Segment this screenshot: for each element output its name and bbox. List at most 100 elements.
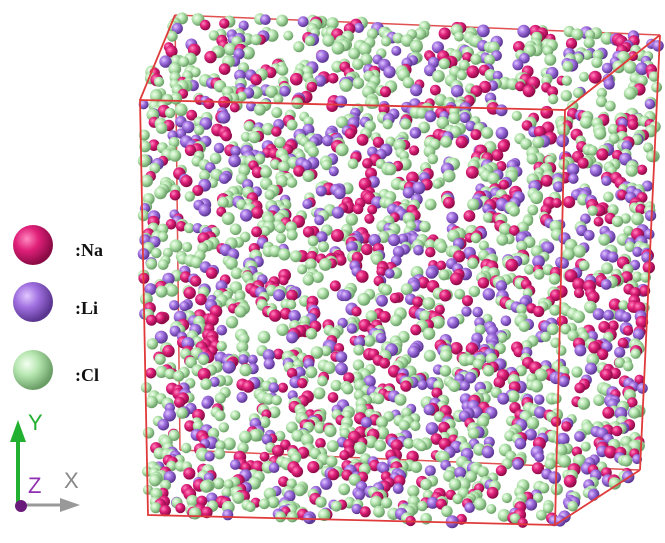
atom-cl	[327, 440, 339, 452]
atom-na	[564, 475, 577, 488]
atom-cl	[363, 335, 375, 347]
atom-cl	[440, 136, 452, 148]
atom-li	[302, 199, 312, 209]
atom-cl	[410, 40, 423, 53]
atom-cl	[276, 233, 286, 243]
atom-cl	[630, 349, 640, 359]
atom-cl	[342, 383, 353, 394]
atom-cl	[346, 213, 358, 225]
atom-li	[417, 380, 427, 390]
atom-na	[356, 270, 369, 283]
atom-cl	[618, 300, 628, 310]
atom-cl	[424, 350, 436, 362]
legend-swatch-na	[13, 225, 53, 265]
atom-na	[195, 294, 207, 306]
atom-cl	[449, 478, 461, 490]
atom-li	[446, 212, 458, 224]
atom-cl	[443, 170, 456, 183]
atom-cl	[235, 305, 247, 317]
atom-cl	[551, 394, 561, 404]
atom-cl	[432, 70, 445, 83]
atoms	[138, 12, 664, 528]
atom-li	[517, 25, 530, 38]
atom-li	[601, 279, 612, 290]
atom-na	[330, 280, 341, 291]
atom-cl	[612, 216, 623, 227]
atom-cl	[439, 58, 450, 69]
atom-li	[497, 393, 509, 405]
atom-li	[269, 382, 280, 393]
atom-na	[563, 196, 575, 208]
atom-cl	[385, 164, 397, 176]
atom-cl	[441, 506, 453, 518]
atom-cl	[536, 510, 547, 521]
legend-swatch-cl	[13, 350, 53, 390]
atom-cl	[276, 15, 288, 27]
atom-cl	[593, 394, 605, 406]
atom-cl	[165, 108, 175, 118]
z-axis-dot	[15, 500, 27, 512]
atom-cl	[185, 191, 195, 201]
atom-li	[607, 252, 618, 263]
atom-cl	[572, 311, 585, 324]
atom-cl	[605, 101, 616, 112]
atom-na	[251, 206, 263, 218]
atom-li	[376, 333, 387, 344]
atom-na	[496, 465, 507, 476]
atom-cl	[453, 494, 464, 505]
atom-na	[155, 313, 166, 324]
atom-na	[492, 149, 504, 161]
axis-triad: Y Z X	[10, 410, 80, 512]
z-axis-label: Z	[28, 473, 41, 498]
atom-na	[221, 130, 232, 141]
atom-cl	[399, 420, 410, 431]
atom-li	[334, 187, 346, 199]
atom-cl	[222, 212, 235, 225]
atom-cl	[336, 143, 349, 156]
atom-na	[146, 315, 157, 326]
y-axis-label: Y	[28, 410, 43, 435]
atom-cl	[276, 324, 288, 336]
atom-li	[496, 127, 509, 140]
atom-na	[146, 368, 157, 379]
atom-cl	[626, 165, 638, 177]
atom-cl	[146, 258, 157, 269]
atom-li	[568, 174, 578, 184]
atom-cl	[477, 466, 488, 477]
atom-cl	[138, 210, 149, 221]
atom-cl	[155, 354, 166, 365]
atom-cl	[469, 286, 480, 297]
atom-li	[391, 46, 401, 56]
atom-li	[329, 166, 339, 176]
atom-na	[269, 309, 281, 321]
atom-na	[376, 267, 386, 277]
atom-cl	[467, 258, 478, 269]
atom-cl	[481, 127, 493, 139]
atom-cl	[591, 57, 602, 68]
atom-li	[413, 245, 424, 256]
atom-cl	[215, 410, 226, 421]
atom-cl	[549, 305, 560, 316]
atom-cl	[340, 79, 353, 92]
atom-li	[496, 280, 507, 291]
atom-li	[205, 451, 215, 461]
atom-na	[470, 129, 481, 140]
atom-cl	[425, 199, 437, 211]
atom-cl	[483, 365, 494, 376]
atom-li	[652, 40, 663, 51]
atom-na	[290, 73, 303, 86]
atom-na	[466, 166, 479, 179]
atom-cl	[381, 36, 391, 46]
atom-cl	[352, 58, 363, 69]
atom-na	[379, 358, 390, 369]
atom-li	[604, 78, 615, 89]
atom-li	[464, 502, 475, 513]
atom-na	[360, 506, 371, 517]
atom-cl	[324, 425, 336, 437]
atom-na	[450, 272, 463, 285]
atom-na	[574, 288, 584, 298]
legend-swatch-li	[13, 282, 53, 322]
atom-na	[315, 438, 326, 449]
atom-cl	[527, 205, 538, 216]
atom-cl	[294, 484, 306, 496]
